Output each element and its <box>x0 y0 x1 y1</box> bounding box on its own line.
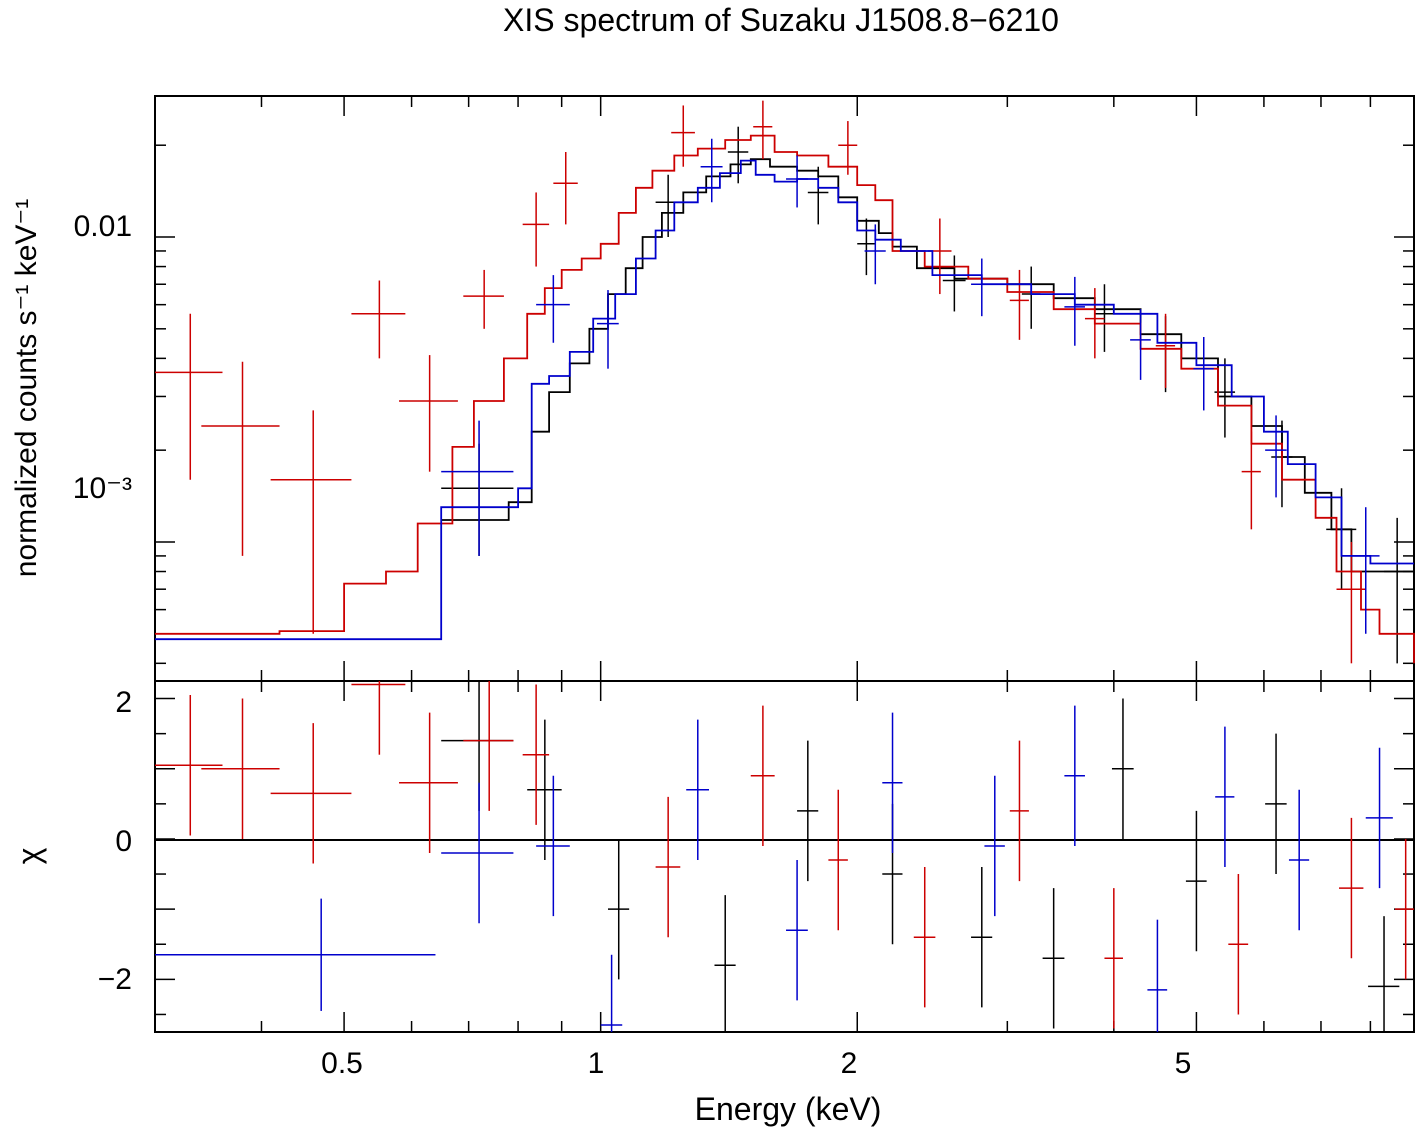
x-tick-label-2: 2 <box>841 1047 858 1080</box>
blue-data-point-3 <box>596 290 619 369</box>
x-tick-label-0.5: 0.5 <box>321 1047 363 1080</box>
black-data-point-3 <box>807 166 829 225</box>
chart-title: XIS spectrum of Suzaku J1508.8−6210 <box>503 2 1059 38</box>
black-data-point-4 <box>857 218 876 276</box>
chi-tick-label-minus-2: −2 <box>98 963 132 996</box>
red-residual-point-1 <box>201 698 280 839</box>
blue-data-point-12 <box>1351 507 1380 634</box>
red-residual-point-7 <box>655 796 681 938</box>
red-data-point-4 <box>399 355 458 472</box>
red-data-point-10 <box>838 121 858 175</box>
black-residual-point-2 <box>607 838 630 980</box>
red-residual-point-15 <box>1395 838 1414 980</box>
blue-data-point-9 <box>1130 309 1151 380</box>
red-residual-point-4 <box>399 712 458 853</box>
blue-model-line <box>155 159 1414 641</box>
red-data-point-14 <box>1155 313 1176 388</box>
blue-residual-point-5 <box>786 860 808 1001</box>
red-data-point-9 <box>753 100 773 160</box>
black-residual-point-1 <box>527 719 562 861</box>
blue-data-point-4 <box>700 138 723 203</box>
black-data-point-12 <box>1384 517 1410 664</box>
black-model-line <box>441 158 1414 573</box>
x-axis-label: Energy (keV) <box>695 1091 882 1127</box>
red-data-point-2 <box>270 410 352 634</box>
red-residual-point-14 <box>1339 817 1364 959</box>
blue-data-point-11 <box>1265 415 1287 498</box>
red-residual-point-10 <box>913 867 936 1008</box>
spectrum-y-axis-label: normalized counts s⁻¹ keV⁻¹ <box>10 199 43 577</box>
red-residual-point-6 <box>522 684 550 825</box>
blue-data-point-7 <box>971 258 993 317</box>
blue-residual-point-7 <box>984 775 1005 917</box>
blue-residual-point-2 <box>536 775 570 917</box>
blue-residual-point-11 <box>1288 789 1310 931</box>
black-residual-point-9 <box>1185 810 1207 952</box>
chi-tick-label-2: 2 <box>115 686 132 719</box>
blue-residual-point-3 <box>600 954 623 1032</box>
chi-tick-label-0: 0 <box>115 825 132 858</box>
red-data-point-8 <box>671 105 695 167</box>
black-data-point-1 <box>655 174 681 238</box>
x-tick-label-1: 1 <box>588 1047 605 1080</box>
blue-residual-point-6 <box>882 712 903 853</box>
red-data-point-15 <box>1241 431 1261 530</box>
red-residual-point-13 <box>1228 874 1249 1015</box>
red-residual-point-11 <box>1009 740 1029 882</box>
red-data-point-11 <box>927 218 952 295</box>
y-tick-label-1e-3: 10⁻³ <box>73 472 132 505</box>
red-data-point-3 <box>351 280 406 359</box>
blue-data-point-2 <box>536 275 570 343</box>
red-residual-point-9 <box>828 789 848 931</box>
blue-residual-point-0 <box>155 898 436 1011</box>
red-residual-point-2 <box>270 723 352 864</box>
red-data-point-0 <box>155 313 223 480</box>
black-residual-point-11 <box>1368 916 1400 1032</box>
blue-residual-point-8 <box>1064 705 1085 846</box>
blue-data-point-10 <box>1193 337 1214 411</box>
red-data-point-6 <box>522 192 550 267</box>
spectrum-panel: 0.01 10⁻³ normalized counts s⁻¹ keV⁻¹ <box>10 95 1415 682</box>
red-data-point-12 <box>1009 269 1029 340</box>
blue-data-point-1 <box>441 420 514 556</box>
black-residual-point-0 <box>441 681 514 811</box>
red-data-point-1 <box>201 361 280 556</box>
y-tick-label-0.01: 0.01 <box>74 210 132 243</box>
red-residual-point-0 <box>155 695 223 836</box>
red-data-point-5 <box>463 269 504 329</box>
red-data-point-13 <box>1084 288 1105 359</box>
black-residual-point-10 <box>1265 733 1287 875</box>
black-data-point-5 <box>942 255 966 312</box>
blue-residual-point-10 <box>1215 726 1235 868</box>
residual-panel: 2 0 −2 χ <box>11 680 1415 1033</box>
red-residual-point-5 <box>463 681 514 811</box>
black-residual-point-4 <box>797 740 819 882</box>
red-data-point-16 <box>1336 541 1366 664</box>
black-residual-point-3 <box>714 895 736 1032</box>
black-residual-point-7 <box>1042 888 1065 1029</box>
x-tick-label-5: 5 <box>1175 1047 1192 1080</box>
black-data-point-6 <box>1021 266 1041 329</box>
black-residual-point-8 <box>1111 698 1134 839</box>
blue-data-point-6 <box>864 224 886 285</box>
blue-data-point-8 <box>1064 276 1085 346</box>
red-residual-point-8 <box>750 705 775 846</box>
red-data-point-7 <box>553 152 578 225</box>
blue-residual-point-1 <box>441 782 514 924</box>
residual-y-axis-label: χ <box>11 847 47 864</box>
blue-residual-point-12 <box>1365 747 1393 889</box>
red-residual-point-3 <box>351 681 406 755</box>
blue-data-point-5 <box>786 155 808 208</box>
blue-residual-point-9 <box>1147 919 1168 1032</box>
black-residual-point-6 <box>971 867 993 1008</box>
red-model-line <box>155 134 1415 664</box>
blue-residual-point-4 <box>686 719 710 861</box>
residual-frame <box>154 680 1415 1033</box>
red-residual-point-12 <box>1104 888 1123 1029</box>
